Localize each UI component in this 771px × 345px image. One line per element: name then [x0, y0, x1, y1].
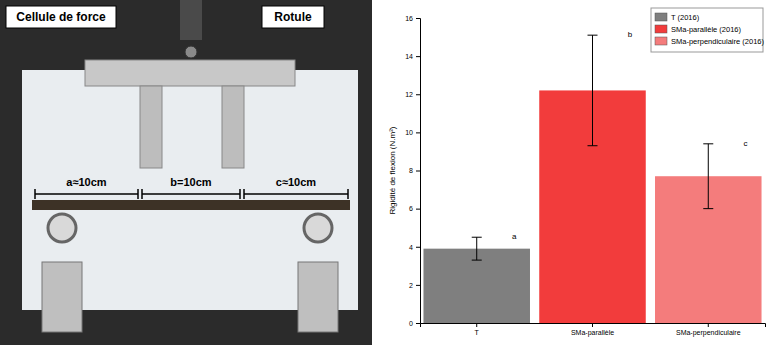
x-tick-label: T: [475, 329, 480, 336]
dimension-line: [35, 193, 138, 195]
legend-label: SMa-perpendiculaire (2016): [671, 37, 764, 46]
error-bar: [703, 144, 713, 209]
x-tick: T: [475, 323, 480, 336]
dimension-label: b=10cm: [170, 176, 211, 188]
y-tick-label: 16: [405, 15, 413, 22]
x-tick-mark: [708, 323, 709, 327]
y-tick-label: 10: [405, 129, 413, 136]
dimension-tick: [34, 189, 36, 199]
y-tick: 6: [409, 205, 420, 212]
photo: a≈10cm b=10cm c≈10cm Cellule de force Rotule: [0, 0, 372, 345]
grip-right: [222, 86, 244, 168]
support: [304, 214, 332, 242]
support: [48, 214, 76, 242]
y-tick: 12: [405, 91, 420, 98]
dimension-line: [142, 193, 240, 195]
y-tick-label: 6: [409, 205, 413, 212]
significance-letter: a: [512, 232, 517, 241]
pedestal: [298, 262, 338, 332]
legend-label: SMa-parallèle (2016): [671, 25, 742, 34]
force-cell-box: [6, 6, 116, 28]
dimension-tick: [243, 189, 245, 199]
y-tick-label: 4: [409, 243, 413, 250]
joint-label: Rotule: [274, 10, 312, 24]
dimension-label: a≈10cm: [66, 176, 107, 188]
dimension-label: c≈10cm: [276, 176, 317, 188]
beam: [32, 200, 350, 210]
y-axis-title: Rigidité de flexion (N.m²): [388, 126, 397, 214]
significance-letter: c: [743, 139, 747, 148]
x-tick-label: SMa-perpendiculaire: [676, 329, 741, 337]
y-axis: 0 2 4 6 8 10 12 14 16: [405, 15, 420, 327]
error-bar: [588, 35, 598, 146]
legend-swatch: [655, 37, 667, 45]
force-cell: [180, 0, 202, 40]
joint-box: [262, 6, 324, 28]
y-tick: 16: [405, 15, 420, 22]
x-axis-line: [421, 324, 766, 328]
x-tick-mark: [476, 323, 477, 327]
joint: [185, 46, 197, 58]
legend-swatch: [655, 25, 667, 33]
y-tick-mark: [416, 323, 420, 324]
y-tick-label: 0: [409, 320, 413, 327]
photo-background: [0, 0, 372, 345]
y-tick-label: 12: [405, 91, 413, 98]
y-tick: 8: [409, 167, 420, 174]
y-tick-mark: [416, 132, 420, 133]
force-cell-label: Cellule de force: [16, 10, 106, 24]
chart: a b c 0 2 4 6 8 10 12 14 16 T SMa-parallèle SMa-perpen…: [388, 8, 766, 337]
x-tick-mark: [592, 323, 593, 327]
y-tick-mark: [416, 56, 420, 57]
y-tick-mark: [416, 209, 420, 210]
x-tick: SMa-perpendiculaire: [676, 323, 741, 337]
y-tick-mark: [416, 18, 420, 19]
legend-label: T (2016): [671, 13, 700, 22]
dimension-tick: [141, 189, 143, 199]
y-tick-mark: [416, 171, 420, 172]
legend: T (2016) SMa-parallèle (2016) SMa-perpendi…: [651, 8, 764, 52]
dimension-tick: [347, 189, 349, 199]
y-tick-label: 8: [409, 167, 413, 174]
figure: a≈10cm b=10cm c≈10cm Cellule de force Rotule…: [0, 0, 771, 345]
legend-swatch: [655, 13, 667, 21]
dimension-tick: [239, 189, 241, 199]
dimension-line: [244, 193, 348, 195]
pedestal: [42, 262, 82, 332]
y-tick-mark: [416, 247, 420, 248]
dimension-tick: [137, 189, 139, 199]
y-tick: 2: [409, 282, 420, 289]
y-tick-label: 2: [409, 282, 413, 289]
x-tick-label: SMa-parallèle: [571, 329, 614, 337]
significance-letter: b: [628, 30, 633, 39]
y-tick: 0: [409, 320, 420, 327]
crosshead: [85, 60, 295, 86]
plot-area: [423, 35, 761, 323]
y-tick: 14: [405, 53, 420, 60]
y-tick-label: 14: [405, 53, 413, 60]
x-tick: SMa-parallèle: [571, 323, 614, 337]
y-tick: 4: [409, 243, 420, 250]
error-bar: [472, 237, 482, 260]
y-tick-mark: [416, 285, 420, 286]
y-tick-mark: [416, 94, 420, 95]
x-axis: T SMa-parallèle SMa-perpendiculaire: [421, 323, 766, 337]
y-axis-line: [416, 19, 421, 324]
y-tick: 10: [405, 129, 420, 136]
grip-left: [140, 86, 162, 168]
